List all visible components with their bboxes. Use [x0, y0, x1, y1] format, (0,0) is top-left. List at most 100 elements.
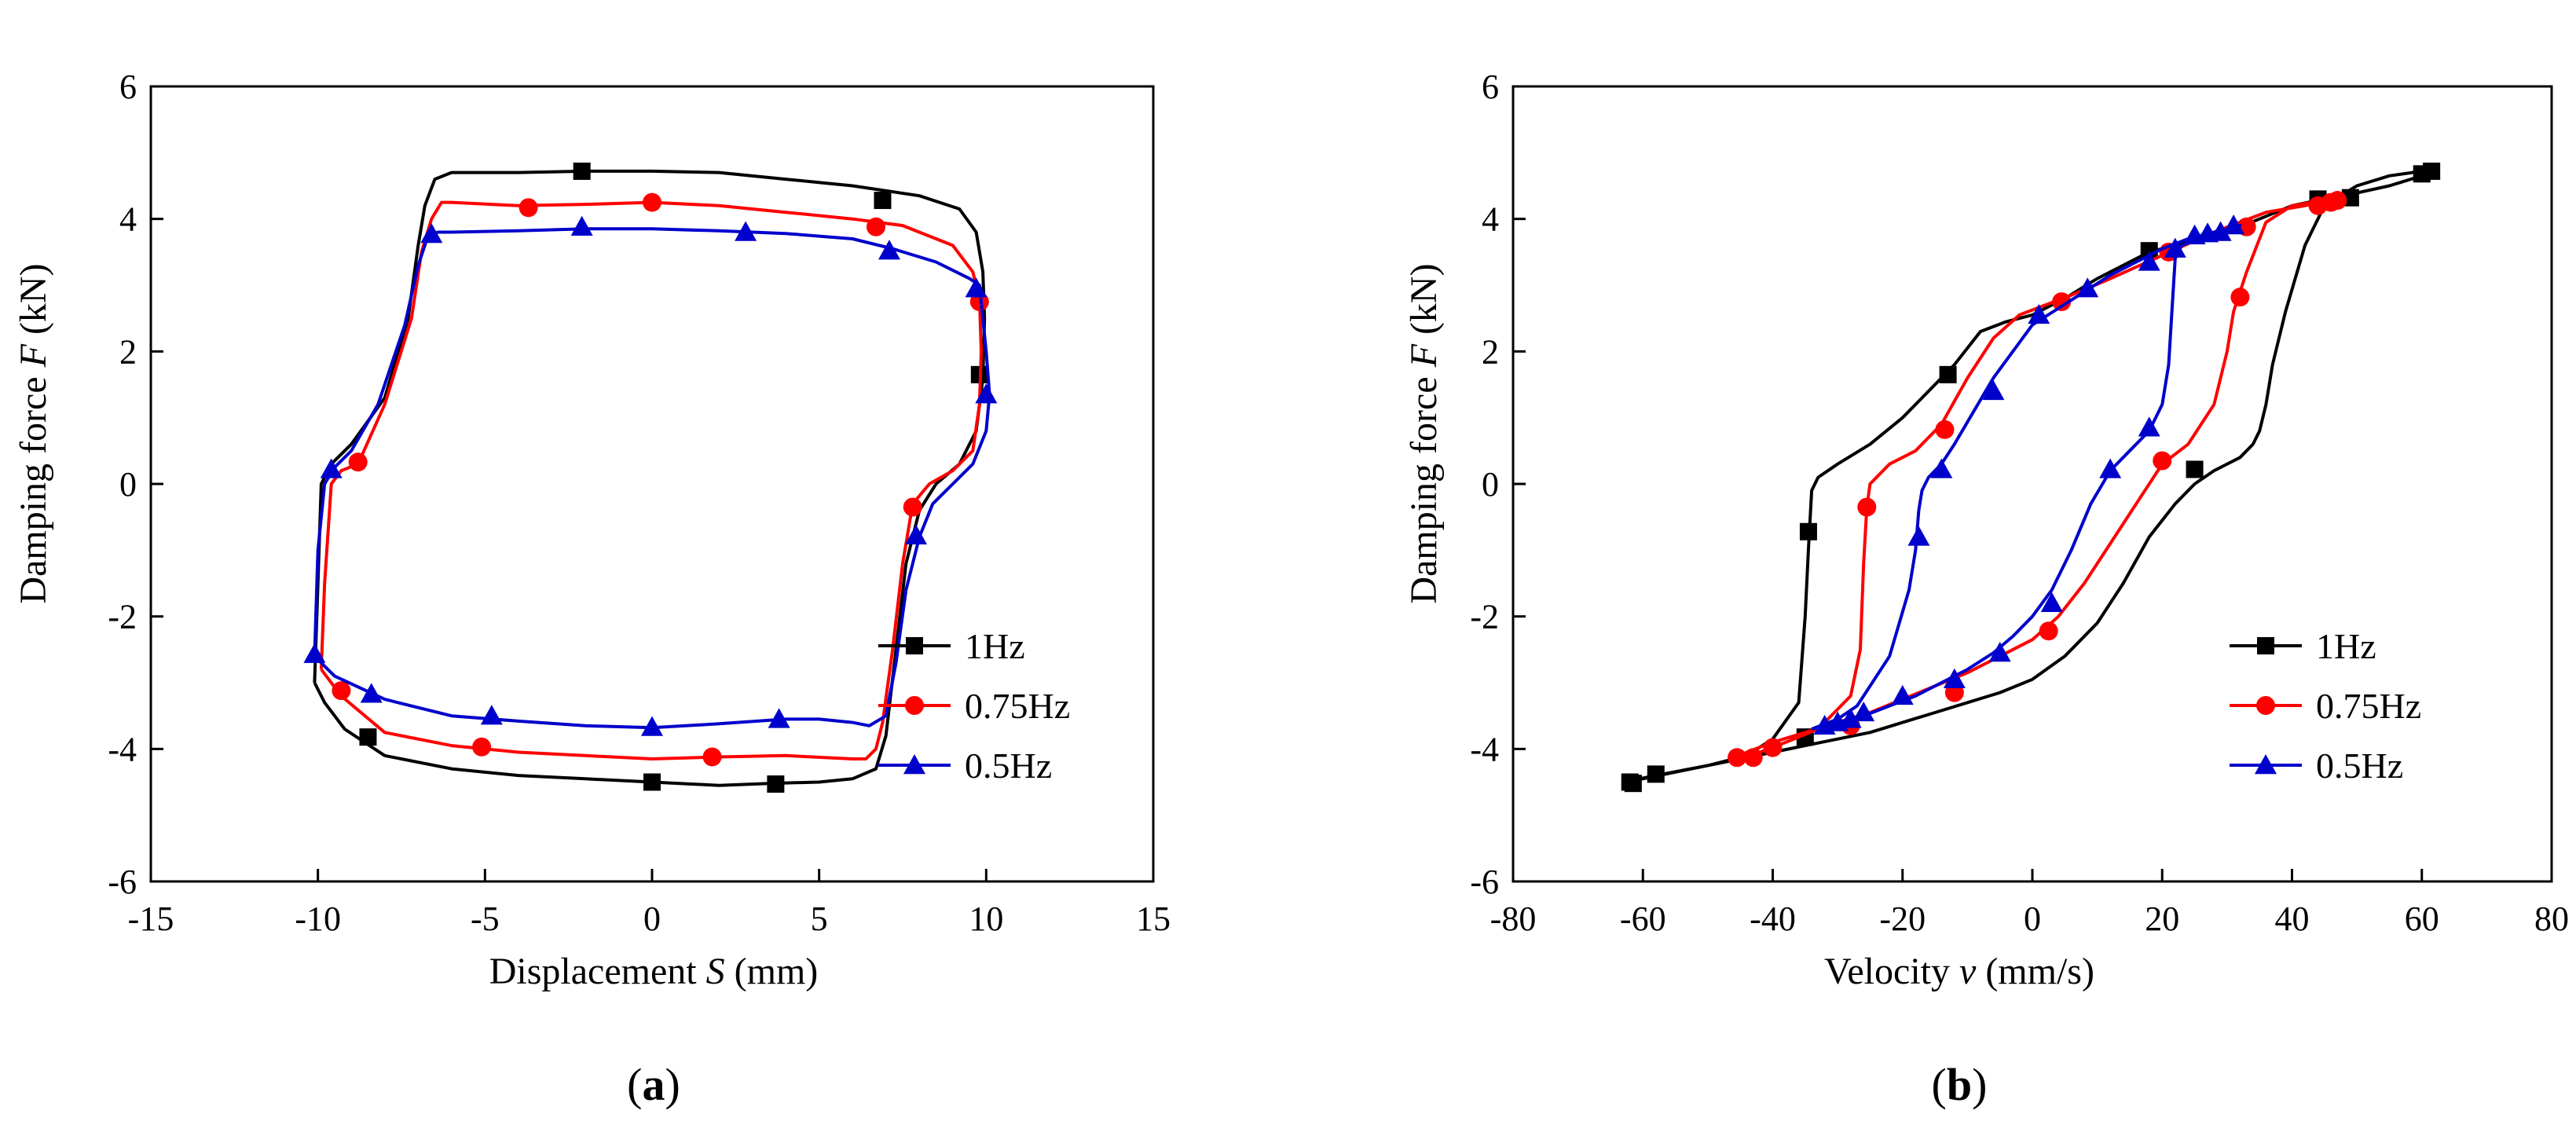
panel-b-x-tick-label: 0: [2024, 900, 2041, 938]
panel-b-point-05hz: [1891, 684, 1914, 705]
panel-a-point-05hz: [975, 383, 998, 404]
panel-a-point-075hz: [332, 681, 351, 701]
panel-b-y-tick-label: 2: [1482, 332, 1499, 371]
panel-a-y-tick-label: -2: [108, 598, 137, 636]
panel-b-x-tick-label: -80: [1490, 900, 1537, 938]
panel-a-x-tick-label: 15: [1136, 900, 1171, 938]
panel-b-point-05hz: [1930, 458, 1953, 478]
panel-a-point-1hz: [359, 728, 377, 746]
panel-a-point-05hz: [303, 643, 326, 663]
panel-b-legend-marker-1hz: [2257, 637, 2274, 654]
panel-b-point-05hz: [2040, 592, 2063, 612]
panel-b-x-tick-label: -60: [1620, 900, 1666, 938]
panel-b-series-line-1hz: [1623, 167, 2437, 784]
panel-a-y-tick-label: -6: [108, 863, 137, 901]
panel-a-point-05hz: [768, 708, 790, 728]
panel-b-caption: (b): [1932, 1059, 1988, 1110]
panel-a-series-line-1hz: [313, 169, 987, 787]
panel-b-legend: 1Hz 0.75Hz 0.5Hz: [2230, 626, 2421, 786]
panel-a-y-tick-label: 2: [119, 332, 137, 371]
panel-b-point-075hz: [1743, 748, 1763, 768]
panel-b-point-05hz: [2164, 237, 2186, 258]
panel-a-x-tick-label: 0: [643, 900, 661, 938]
panel-a-point-05hz: [965, 277, 988, 298]
panel-a-point-1hz: [573, 162, 591, 180]
panel-a-point-1hz: [767, 775, 785, 793]
panel-b-point-05hz: [2076, 277, 2099, 298]
panel-b-point-05hz: [1852, 701, 1875, 722]
panel-b-point-1hz: [1647, 765, 1665, 783]
panel-a-legend: 1Hz 0.75Hz 0.5Hz: [878, 626, 1070, 786]
panel-b-point-075hz: [1728, 748, 1747, 768]
panel-a-x-tick-label: 10: [969, 900, 1003, 938]
panel-b-point-05hz: [2028, 303, 2050, 324]
panel-a-series-line-075hz: [319, 200, 983, 760]
panel-b-point-075hz: [2328, 191, 2347, 211]
panel-b-y-axis-title: Damping force F (kN): [1403, 263, 1445, 603]
panel-b-legend-marker-075hz: [2256, 696, 2275, 715]
panel-b-point-05hz: [2138, 416, 2160, 437]
panel-b-legend-label-075hz: 0.75Hz: [2316, 686, 2421, 726]
panel-b-point-05hz: [2099, 458, 2122, 478]
panel-b-y-tick-label: -2: [1470, 598, 1499, 636]
panel-a-point-05hz: [570, 215, 593, 236]
panel-b-point-05hz: [2209, 221, 2232, 241]
panel-a-y-tick-label: 6: [119, 68, 137, 106]
panel-b-point-1hz: [1799, 522, 1817, 541]
panel-b-series: [1621, 162, 2441, 793]
panel-a-y-tick-label: -4: [108, 730, 137, 768]
panel-a-y-tick-label: 0: [119, 465, 137, 504]
panel-b-point-075hz: [1857, 497, 1877, 517]
panel-b-point-05hz: [1988, 642, 2011, 662]
panel-a-y-tick-label: 4: [119, 200, 137, 239]
panel-b-point-1hz: [2186, 460, 2204, 478]
panel-b-x-axis-title: Velocity v (mm/s): [1824, 951, 2094, 992]
panel-a-series-line-05hz: [313, 227, 991, 730]
panel-a-caption: (a): [627, 1059, 680, 1110]
panel-b-x-tick-label: 20: [2145, 900, 2179, 938]
panel-b-point-075hz: [2052, 292, 2072, 312]
panel-a-legend-marker-075hz: [905, 696, 924, 715]
panel-a-point-05hz: [320, 458, 343, 478]
panel-a-point-05hz: [360, 683, 383, 703]
panel-a-point-075hz: [348, 453, 368, 472]
panel-b-point-05hz: [1839, 708, 1862, 728]
panel-a-point-1hz: [874, 192, 892, 210]
panel-b-point-05hz: [1943, 668, 1966, 688]
panel-b-y-tick-label: -6: [1470, 863, 1499, 901]
panel-a-point-05hz: [480, 705, 503, 725]
panel-a-point-075hz: [866, 217, 885, 236]
panel-b-x-tick-label: 40: [2275, 900, 2310, 938]
panel-a-series: [303, 162, 998, 793]
panel-b-point-05hz: [2222, 214, 2245, 235]
panel-b-y-tick-label: 6: [1482, 68, 1499, 106]
panel-a-legend-marker-1hz: [906, 637, 923, 654]
panel-a-point-075hz: [903, 497, 922, 517]
panel-b-x-tick-label: -40: [1750, 900, 1796, 938]
panel-a-x-tick-label: -5: [471, 900, 500, 938]
panel-a-point-05hz: [905, 524, 928, 544]
panel-a-point-075hz: [702, 747, 722, 767]
panel-b-x-tick-label: 80: [2534, 900, 2569, 938]
panel-b-point-075hz: [1935, 420, 1955, 439]
panel-b-point-1hz: [2423, 162, 2441, 180]
panel-b-legend-marker-05hz: [2255, 754, 2277, 775]
panel-a-x-tick-label: -15: [128, 900, 174, 938]
panel-a-point-05hz: [641, 716, 663, 736]
panel-a-legend-label-1hz: 1Hz: [965, 626, 1025, 666]
panel-a-x-axis-title: Displacement S (mm): [489, 951, 819, 992]
panel-a-point-1hz: [643, 773, 661, 791]
panel-b-y-tick-label: 0: [1482, 465, 1499, 504]
panel-b-point-1hz: [1939, 365, 1957, 383]
panel-b-point-075hz: [2230, 288, 2250, 307]
panel-b-legend-label-05hz: 0.5Hz: [2316, 746, 2403, 786]
panel-a-x-tick-label: 5: [811, 900, 828, 938]
panel-b-y-tick-label: 4: [1482, 200, 1499, 239]
panel-b-point-075hz: [2153, 451, 2172, 471]
panel-b-point-1hz: [1624, 775, 1642, 793]
panel-b-point-1hz: [2140, 242, 2158, 260]
